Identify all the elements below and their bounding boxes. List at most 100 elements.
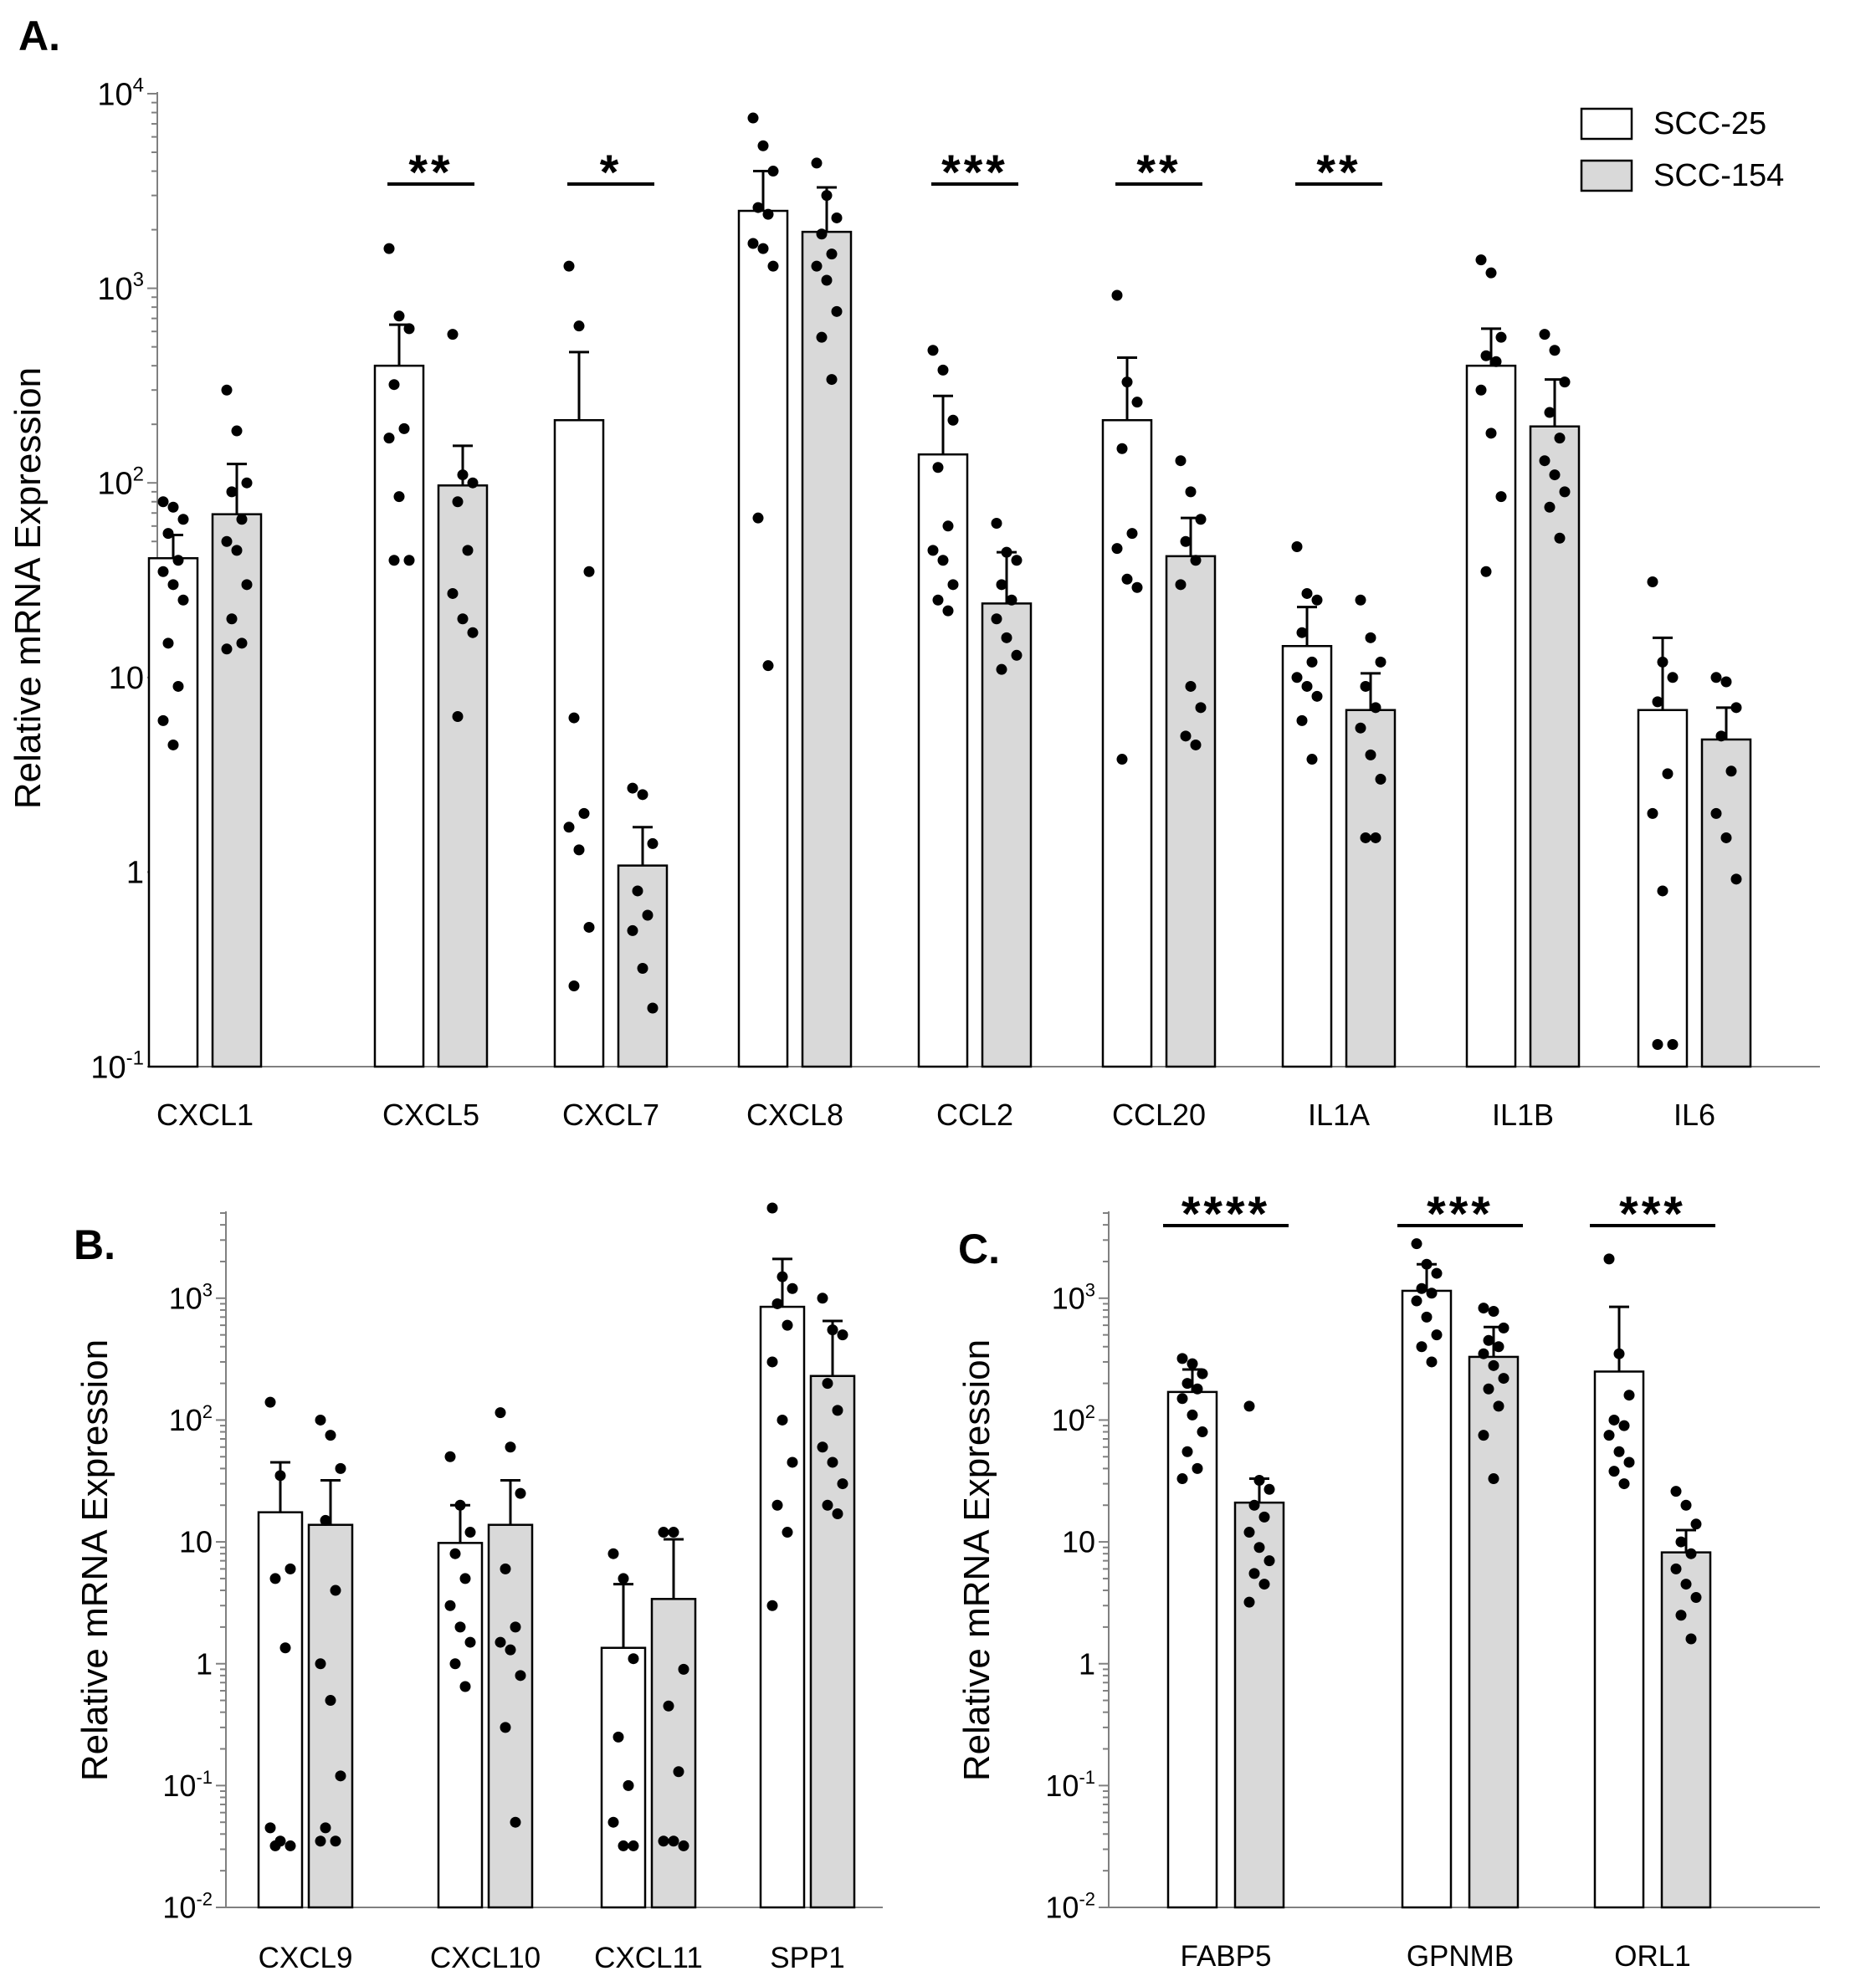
panel-b-data-point <box>335 1770 346 1782</box>
panel-c-data-point <box>1416 1282 1428 1294</box>
panel-a-significance-stars: ** <box>408 146 453 200</box>
panel-a-data-point <box>826 248 838 260</box>
panel-c-data-point <box>1493 1400 1504 1412</box>
panel-a-data-point <box>932 462 944 474</box>
panel-c-data-point <box>1411 1238 1422 1250</box>
panel-a-data-point <box>927 545 939 556</box>
panel-a-data-point <box>1725 765 1737 777</box>
panel-c-data-point <box>1248 1568 1260 1579</box>
panel-a-data-point <box>747 238 759 249</box>
panel-b-data-point <box>330 1835 341 1847</box>
panel-a-data-point <box>1549 345 1561 356</box>
panel-b-data-point <box>837 1329 848 1341</box>
panel-c-data-point <box>1603 1430 1615 1441</box>
panel-b-data-point <box>817 1441 828 1453</box>
panel-a-chart: A.Relative mRNA Expression10410310210110… <box>8 13 1820 1132</box>
panel-c-data-point <box>1416 1341 1428 1353</box>
panel-c-data-point <box>1187 1409 1198 1421</box>
panel-b-data-point <box>837 1478 848 1490</box>
panel-a-data-point <box>447 587 459 599</box>
panel-c-data-point <box>1618 1478 1630 1490</box>
panel-b-data-point <box>515 1670 526 1682</box>
panel-c-data-point <box>1176 1473 1188 1485</box>
panel-a-data-point <box>826 374 838 386</box>
panel-a-data-point <box>167 501 179 513</box>
panel-a-data-point <box>221 643 233 655</box>
legend-label-scc-154: SCC-154 <box>1653 158 1784 193</box>
panel-c-data-point <box>1623 1456 1635 1468</box>
panel-c-data-point <box>1176 1353 1188 1364</box>
panel-b-data-point <box>822 1499 833 1511</box>
panel-a-bar-cxcl8-scc-154 <box>801 230 853 1068</box>
panel-a-data-point <box>447 329 459 340</box>
panel-c-data-point <box>1685 1548 1697 1559</box>
panel-a-data-point <box>752 202 764 213</box>
panel-a-data-point <box>937 555 949 566</box>
panel-a-category-label-cxcl5: CXCL5 <box>382 1098 479 1132</box>
panel-a-data-point <box>1116 443 1128 454</box>
panel-a-data-point <box>1730 873 1742 885</box>
panel-b-data-point <box>444 1600 456 1611</box>
panel-c-y-tick-label: 10-2 <box>1045 1888 1095 1924</box>
panel-b-data-point <box>335 1462 346 1474</box>
panel-a-data-point <box>1360 680 1371 692</box>
panel-a-significance-stars: ** <box>1316 146 1361 200</box>
panel-a-data-point <box>996 663 1007 675</box>
panel-a-category-label-ccl2: CCL2 <box>936 1098 1013 1132</box>
panel-b-data-point <box>658 1527 669 1538</box>
panel-c-significance-stars: *** <box>1427 1187 1494 1241</box>
panel-b-data-point <box>449 1548 461 1559</box>
panel-a-y-tick-label: 10-1 <box>90 1047 144 1085</box>
panel-a-bar-ccl2-scc-154 <box>981 602 1033 1068</box>
panel-c-category-label-gpnmb: GPNMB <box>1407 1940 1514 1973</box>
panel-a-data-point <box>162 637 174 649</box>
panel-c-data-point <box>1498 1322 1510 1334</box>
panel-a-data-point <box>1001 546 1012 558</box>
panel-b-data-point <box>678 1840 689 1851</box>
panel-a-data-point <box>1495 491 1507 503</box>
panel-c-bar-orl1-scc-154 <box>1660 1551 1712 1909</box>
panel-a-data-point <box>393 310 405 322</box>
panel-b-data-point <box>500 1722 511 1733</box>
panel-a-data-point <box>1544 501 1556 513</box>
panel-a-data-point <box>1116 754 1128 765</box>
panel-a-data-point <box>467 477 479 489</box>
tick-exponent: 3 <box>133 269 144 291</box>
panel-c-data-point <box>1613 1446 1625 1457</box>
panel-a-data-point <box>226 486 238 498</box>
panel-a-data-point <box>1720 832 1732 843</box>
panel-c-label: C. <box>958 1226 1000 1272</box>
panel-a-data-point <box>167 739 179 750</box>
panel-a-data-point <box>757 243 769 254</box>
panel-b-y-tick-label: 10-2 <box>162 1888 213 1924</box>
panel-a-data-point <box>831 212 843 223</box>
panel-c-significance-stars: **** <box>1181 1187 1270 1241</box>
panel-c-data-point <box>1197 1368 1208 1380</box>
panel-a-data-point <box>578 807 590 819</box>
panel-c-category-label-fabp5: FABP5 <box>1181 1940 1272 1973</box>
panel-a-data-point <box>467 627 479 638</box>
panel-a-data-point <box>1480 350 1492 361</box>
panel-a-data-point <box>1554 433 1566 444</box>
panel-c-bar-gpnmb-scc-25 <box>1401 1289 1453 1909</box>
panel-a-data-point <box>1647 807 1658 819</box>
panel-a-data-point <box>1190 555 1202 566</box>
panel-a-data-point <box>177 514 189 525</box>
panel-a-data-point <box>393 491 405 503</box>
tick-exponent: -2 <box>1079 1888 1095 1909</box>
panel-a-bar-cxcl7-scc-25 <box>553 419 605 1068</box>
panel-a-data-point <box>457 613 469 625</box>
panel-a-data-point <box>1715 730 1727 742</box>
panel-a-bar-il1b-scc-154 <box>1529 425 1581 1068</box>
panel-a-data-point <box>1131 581 1143 593</box>
panel-c-data-point <box>1181 1446 1193 1457</box>
panel-b-category-label-cxcl9: CXCL9 <box>259 1942 353 1974</box>
panel-a-data-point <box>157 566 169 577</box>
panel-c-data-point <box>1248 1499 1260 1511</box>
tick-exponent: -1 <box>1079 1767 1095 1788</box>
panel-a-data-point <box>816 331 828 343</box>
panel-b-data-point <box>515 1487 526 1499</box>
panel-b-data-point <box>771 1499 783 1511</box>
panel-c-data-point <box>1690 1518 1702 1530</box>
